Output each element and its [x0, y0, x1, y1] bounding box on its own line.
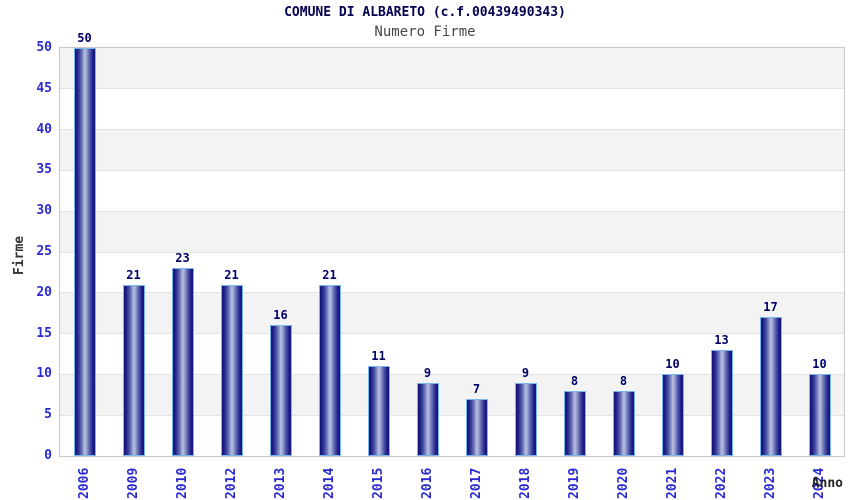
y-tick-label: 15	[36, 325, 52, 341]
bar-2019	[563, 390, 586, 456]
y-tick-label: 20	[36, 284, 52, 300]
bar-value-label: 17	[763, 300, 778, 315]
x-tick-label: 2022	[713, 467, 729, 499]
x-tick-label: 2020	[615, 467, 631, 499]
x-tick-label: 2019	[566, 467, 582, 499]
bar-2009	[122, 284, 145, 456]
bar-2013	[269, 325, 292, 456]
x-tick-label: 2013	[272, 467, 288, 499]
y-tick-label: 35	[36, 162, 52, 178]
bar-value-label: 21	[322, 267, 337, 282]
grid-band	[60, 48, 844, 89]
y-tick-label: 45	[36, 80, 52, 96]
bar-value-label: 13	[714, 332, 729, 347]
bar-value-label: 9	[521, 365, 530, 380]
bar-2018	[514, 382, 537, 456]
bar-value-label: 16	[273, 308, 288, 323]
bar-value-label: 8	[619, 373, 628, 388]
y-tick-label: 5	[44, 407, 52, 423]
gridline	[60, 333, 844, 335]
grid-band	[60, 211, 844, 252]
x-tick-label: 2023	[762, 467, 778, 499]
y-tick-label: 30	[36, 203, 52, 219]
bar-2014	[318, 284, 341, 456]
chart-title: COMUNE DI ALBARETO (c.f.00439490343)	[284, 5, 566, 20]
bar-2012	[220, 284, 243, 456]
gridline	[60, 88, 844, 90]
gridline	[60, 373, 844, 375]
x-tick-label: 2017	[468, 467, 484, 499]
bar-value-label: 10	[665, 357, 680, 372]
x-tick-label: 2009	[125, 467, 141, 499]
x-tick-label: 2010	[174, 467, 190, 499]
bar-2006	[73, 48, 96, 456]
x-tick-label: 2021	[664, 467, 680, 499]
gridline	[60, 169, 844, 171]
bar-value-label: 50	[77, 31, 92, 45]
bar-2021	[661, 374, 684, 456]
bar-2015	[367, 366, 390, 456]
grid-band	[60, 129, 844, 171]
bar-value-label: 9	[423, 365, 432, 380]
gridline	[60, 210, 844, 212]
gridline	[60, 129, 844, 131]
bar-2024	[808, 374, 831, 456]
y-tick-label: 25	[36, 244, 52, 259]
x-tick-label: 2014	[321, 467, 337, 499]
x-tick-label: 2018	[517, 467, 533, 499]
bar-value-label: 11	[371, 349, 386, 364]
x-tick-label: 2006	[76, 467, 92, 499]
y-tick-label: 50	[36, 40, 52, 55]
y-tick-label: 10	[36, 366, 52, 382]
chart-subtitle: Numero Firme	[374, 24, 476, 40]
bar-value-label: 21	[224, 267, 239, 282]
y-tick-label: 0	[44, 448, 52, 463]
bar-2023	[759, 317, 782, 456]
y-tick-label: 40	[36, 121, 52, 137]
gridline	[60, 292, 844, 294]
bar-2022	[710, 349, 733, 456]
bar-2016	[416, 382, 439, 456]
gridline	[60, 414, 844, 416]
plot-area: 0 5 10 15 20 25 30 35 40 45 50 50 2006 21 2009 23 2010 21…	[36, 31, 845, 499]
x-tick-label: 2015	[370, 467, 386, 499]
bar-value-label: 10	[812, 357, 827, 372]
x-tick-label: 2016	[419, 467, 435, 499]
bar-value-label: 21	[126, 267, 141, 282]
bar-value-label: 23	[175, 251, 190, 266]
bar-value-label: 7	[472, 381, 481, 396]
bar-value-label: 8	[570, 373, 579, 388]
gridline	[60, 251, 844, 253]
bar-2017	[465, 398, 488, 456]
x-axis-label: Anno	[811, 476, 843, 491]
x-tick-label: 2012	[223, 467, 239, 499]
bar-2010	[171, 268, 194, 456]
bar-2020	[612, 390, 635, 456]
